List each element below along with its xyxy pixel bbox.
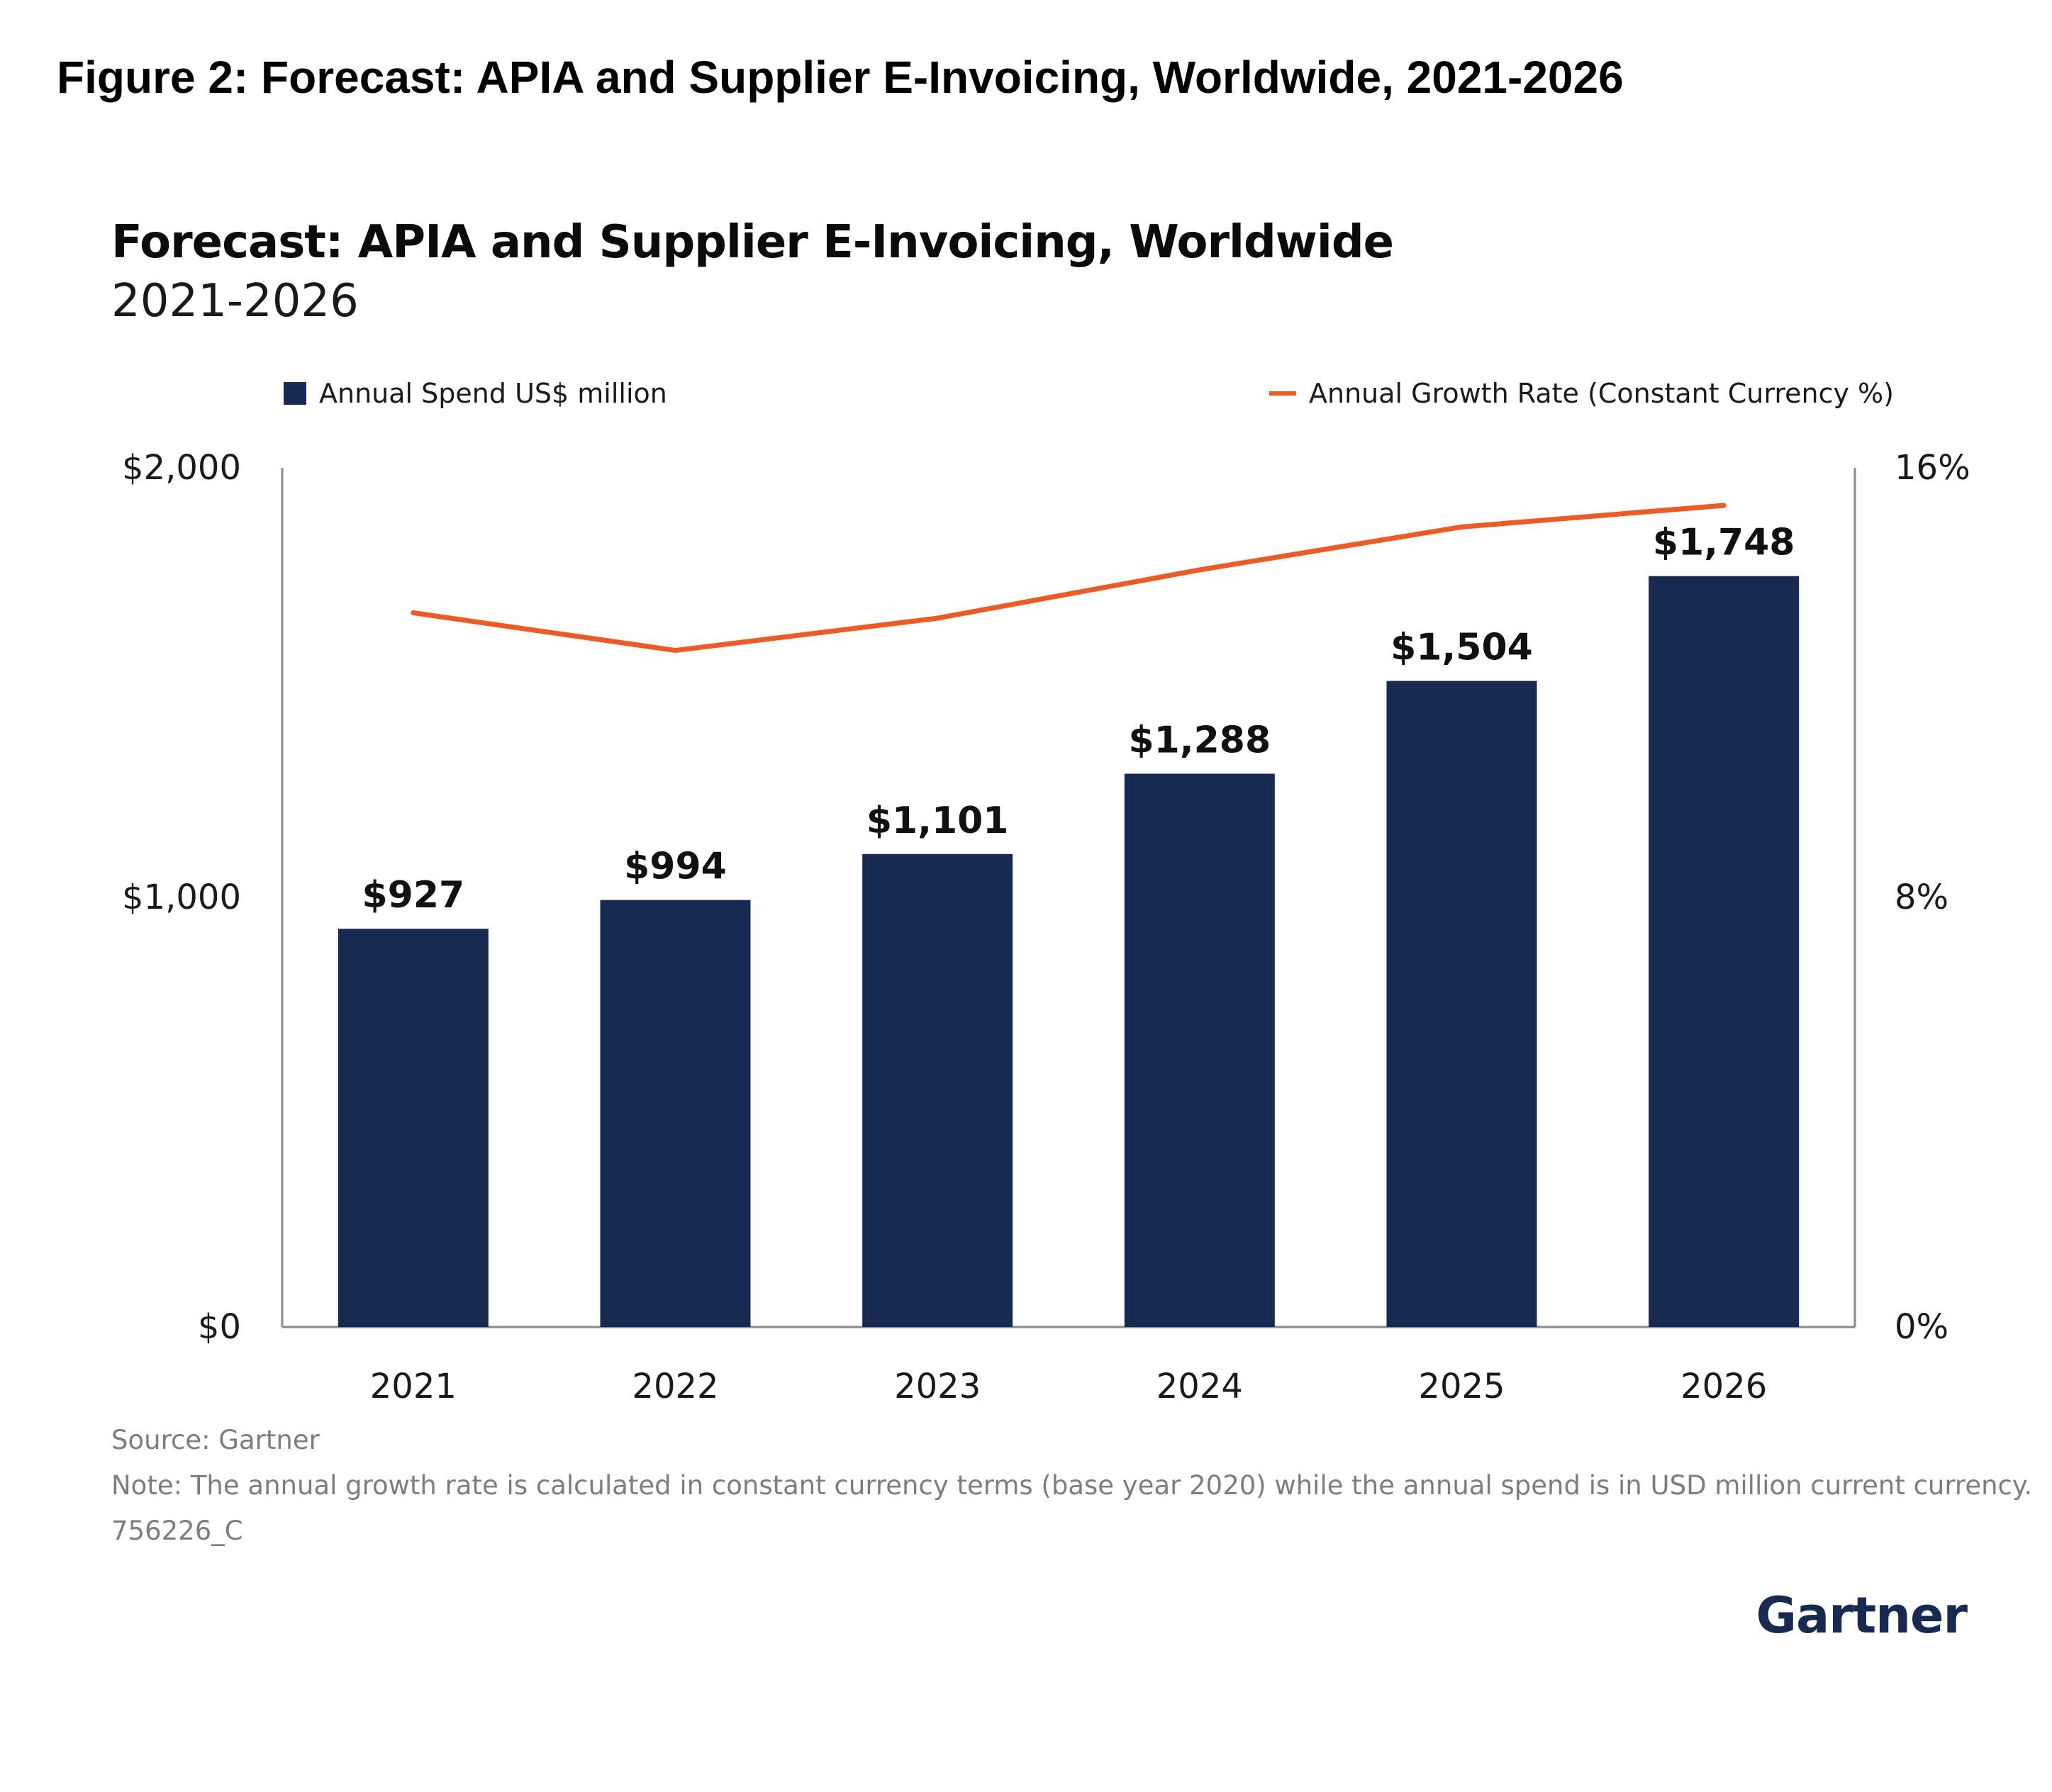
legend-item-growth: Annual Growth Rate (Constant Currency %) [1269, 376, 1894, 411]
footnote: Note: The annual growth rate is calculat… [111, 1470, 2033, 1501]
chart-title: Forecast: APIA and Supplier E-Invoicing,… [111, 216, 1394, 269]
legend-swatch-spend [284, 382, 306, 405]
figure-title: Figure 2: Forecast: APIA and Supplier E-… [57, 52, 1624, 103]
x-tick-label: 2022 [632, 1367, 718, 1406]
legend-label-spend: Annual Spend US$ million [319, 378, 667, 409]
bar [338, 929, 489, 1327]
bar-value-label: $994 [624, 846, 727, 888]
bar-value-label: $1,748 [1653, 522, 1795, 564]
bar-value-label: $1,504 [1390, 627, 1533, 669]
growth-rate-line [411, 503, 1727, 654]
bar-value-label: $927 [362, 874, 464, 917]
legend-label-growth: Annual Growth Rate (Constant Currency %) [1309, 378, 1894, 409]
chart-subtitle: 2021-2026 [111, 275, 359, 327]
x-tick-label: 2021 [370, 1367, 457, 1406]
legend-swatch-growth [1269, 391, 1296, 396]
gartner-logo: Gartner [1756, 1586, 1968, 1645]
bar-value-label: $1,288 [1128, 719, 1271, 761]
figure-code: 756226_C [111, 1516, 243, 1546]
x-tick-label: 2024 [1156, 1367, 1243, 1406]
bar [1386, 681, 1537, 1327]
bar [862, 853, 1013, 1327]
y-right-tick-label: 0% [1895, 1307, 1948, 1347]
y-right-tick-label: 16% [1895, 448, 1970, 488]
bar [600, 900, 751, 1327]
legend-item-spend: Annual Spend US$ million [284, 376, 667, 411]
bar [1649, 576, 1800, 1328]
bar [1124, 773, 1275, 1327]
y-left-tick-label: $0 [198, 1307, 241, 1347]
x-tick-label: 2026 [1680, 1367, 1767, 1406]
x-tick-label: 2025 [1418, 1367, 1505, 1406]
x-tick-label: 2023 [894, 1367, 981, 1406]
source-note: Source: Gartner [111, 1425, 320, 1455]
y-left-tick-label: $2,000 [122, 448, 241, 488]
bar-value-label: $1,101 [866, 800, 1009, 842]
y-right-tick-label: 8% [1895, 878, 1948, 917]
y-left-tick-label: $1,000 [122, 878, 241, 917]
